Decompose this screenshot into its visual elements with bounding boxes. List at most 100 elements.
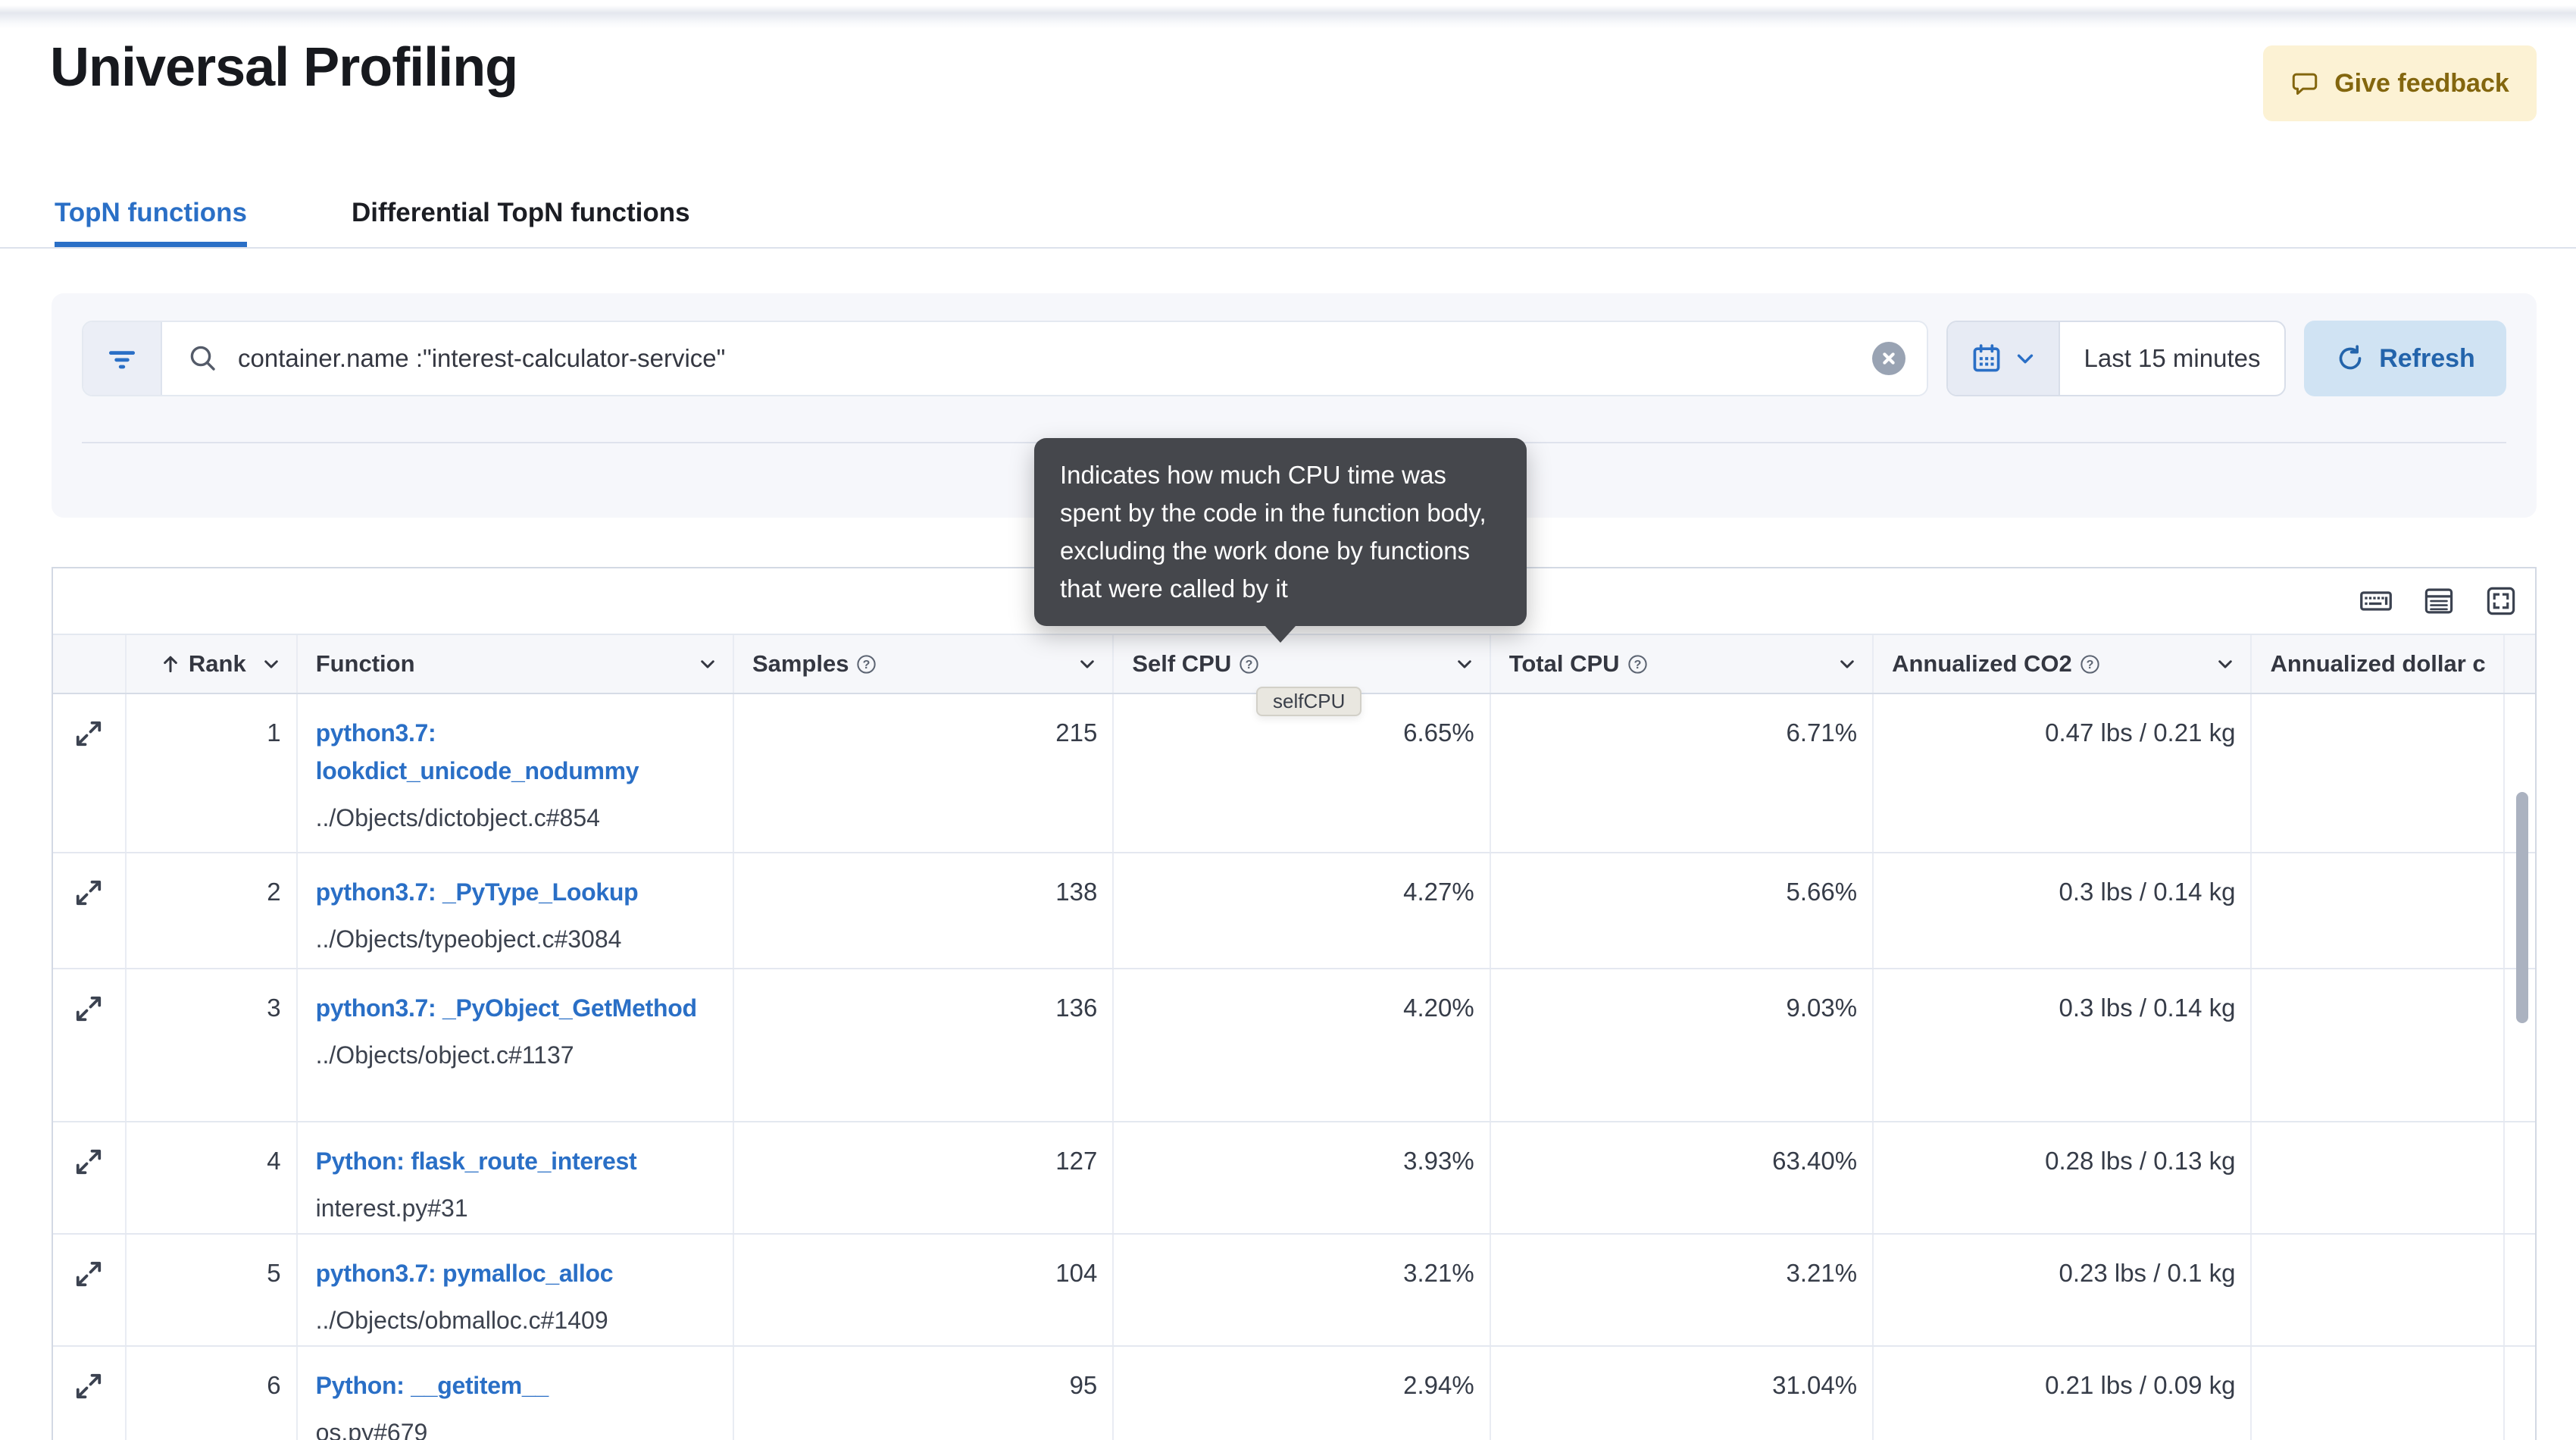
dollar-cost-cell [2252,694,2506,852]
search-input[interactable] [236,343,1854,374]
tab-differential-topn-functions[interactable]: Differential TopN functions [352,198,690,227]
header-annualized-co2[interactable]: Annualized CO2 [1874,635,2252,693]
expand-row-button[interactable] [73,1145,104,1179]
header-total-cpu[interactable]: Total CPU [1491,635,1874,693]
time-range-button[interactable]: Last 15 minutes [2084,344,2261,372]
function-link[interactable]: python3.7: _PyObject_GetMethod [315,994,697,1022]
give-feedback-label: Give feedback [2334,68,2509,98]
table-row: 2 python3.7: _PyType_Lookup ../Objects/t… [53,853,2535,969]
clear-query-button[interactable] [1872,342,1905,375]
total-cpu-cell: 3.21% [1491,1235,1874,1345]
column-actions-icon[interactable] [2215,654,2235,674]
vertical-scrollbar-thumb[interactable] [2516,792,2528,1023]
header-expand-column [53,635,127,693]
tab-topn-functions[interactable]: TopN functions [55,180,248,247]
total-cpu-cell: 6.71% [1491,694,1874,852]
expand-row-button[interactable] [73,1370,104,1403]
search-panel: Last 15 minutes Refresh [52,293,2537,518]
function-link[interactable]: python3.7: _PyType_Lookup [315,878,639,906]
total-cpu-cell: 5.66% [1491,853,1874,968]
function-cell: Python: __getitem__ os.py#679 [298,1347,734,1440]
filter-button[interactable] [83,322,162,395]
filter-icon [105,342,139,375]
keyboard-shortcuts-button[interactable] [2359,584,2393,618]
rank-cell: 3 [127,969,298,1121]
search-row: Last 15 minutes Refresh [82,321,2506,396]
refresh-button[interactable]: Refresh [2304,321,2506,396]
self-cpu-cell: 4.20% [1114,969,1491,1121]
column-actions-icon[interactable] [1077,654,1097,674]
date-quick-menu-button[interactable] [1948,322,2060,395]
dollar-cost-cell [2252,1122,2506,1233]
tab-bar: TopN functions Differential TopN functio… [0,180,2576,249]
function-link[interactable]: Python: __getitem__ [315,1372,549,1399]
display-options-button[interactable] [2423,585,2455,617]
sort-ascending-icon [160,653,181,675]
rank-cell: 6 [127,1347,298,1440]
rank-cell: 4 [127,1122,298,1233]
self-cpu-cell: 3.93% [1114,1122,1491,1233]
function-cell: python3.7: _PyType_Lookup ../Objects/typ… [298,853,734,968]
fullscreen-button[interactable] [2485,585,2517,617]
samples-cell: 127 [734,1122,1114,1233]
column-actions-icon[interactable] [261,654,281,674]
function-link[interactable]: Python: flask_route_interest [315,1147,637,1175]
column-actions-icon[interactable] [1455,654,1474,674]
query-box [162,322,1927,395]
table-row: 1 python3.7: lookdict_unicode_nodummy ..… [53,694,2535,853]
function-link[interactable]: python3.7: lookdict_unicode_nodummy [315,719,639,784]
give-feedback-button[interactable]: Give feedback [2263,45,2537,121]
column-actions-icon[interactable] [698,654,717,674]
samples-cell: 104 [734,1235,1114,1345]
expand-row-button[interactable] [73,717,104,750]
expand-row-button[interactable] [73,1257,104,1291]
expand-row-button[interactable] [73,992,104,1025]
fullscreen-icon [2485,585,2517,617]
total-cpu-cell: 9.03% [1491,969,1874,1121]
function-cell: Python: flask_route_interest interest.py… [298,1122,734,1233]
header-samples[interactable]: Samples [734,635,1114,693]
self-cpu-cell: 3.21% [1114,1235,1491,1345]
selfcpu-hint-badge: selfCPU [1256,687,1362,716]
samples-cell: 215 [734,694,1114,852]
function-source: ../Objects/typeobject.c#3084 [315,925,622,953]
function-source: ../Objects/dictobject.c#854 [315,804,600,831]
co2-cell: 0.21 lbs / 0.09 kg [1874,1347,2252,1440]
co2-cell: 0.3 lbs / 0.14 kg [1874,853,2252,968]
chevron-down-icon [2014,347,2037,370]
page-title: Universal Profiling [50,37,518,98]
co2-cell: 0.28 lbs / 0.13 kg [1874,1122,2252,1233]
self-cpu-cell: 4.27% [1114,853,1491,968]
header-rank[interactable]: Rank [127,635,298,693]
table-density-icon [2423,585,2455,617]
function-source: ../Objects/object.c#1137 [315,1041,574,1069]
header-self-cpu[interactable]: Self CPU [1114,635,1491,693]
function-cell: python3.7: lookdict_unicode_nodummy ../O… [298,694,734,852]
header-function[interactable]: Function [298,635,734,693]
search-icon [188,343,218,374]
header-shadow [0,0,2576,29]
header-scrollbar-gutter [2505,635,2535,693]
question-in-circle-icon [1627,654,1648,675]
expand-row-button[interactable] [73,876,104,909]
function-source: interest.py#31 [315,1194,468,1222]
function-cell: python3.7: _PyObject_GetMethod ../Object… [298,969,734,1121]
total-cpu-cell: 31.04% [1491,1347,1874,1440]
samples-cell: 136 [734,969,1114,1121]
function-source: os.py#679 [315,1419,428,1440]
header-annualized-dollar-cost[interactable]: Annualized dollar c [2252,635,2506,693]
close-icon [1877,347,1900,370]
self-cpu-tooltip: Indicates how much CPU time was spent by… [1034,438,1527,643]
keyboard-icon [2359,584,2393,618]
column-actions-icon[interactable] [1837,654,1857,674]
samples-cell: 138 [734,853,1114,968]
co2-cell: 0.3 lbs / 0.14 kg [1874,969,2252,1121]
table-row: 5 python3.7: pymalloc_alloc ../Objects/o… [53,1235,2535,1347]
question-in-circle-icon [1239,654,1259,675]
function-source: ../Objects/obmalloc.c#1409 [315,1307,608,1334]
rank-cell: 5 [127,1235,298,1345]
function-link[interactable]: python3.7: pymalloc_alloc [315,1260,614,1287]
rank-cell: 1 [127,694,298,852]
samples-cell: 95 [734,1347,1114,1440]
